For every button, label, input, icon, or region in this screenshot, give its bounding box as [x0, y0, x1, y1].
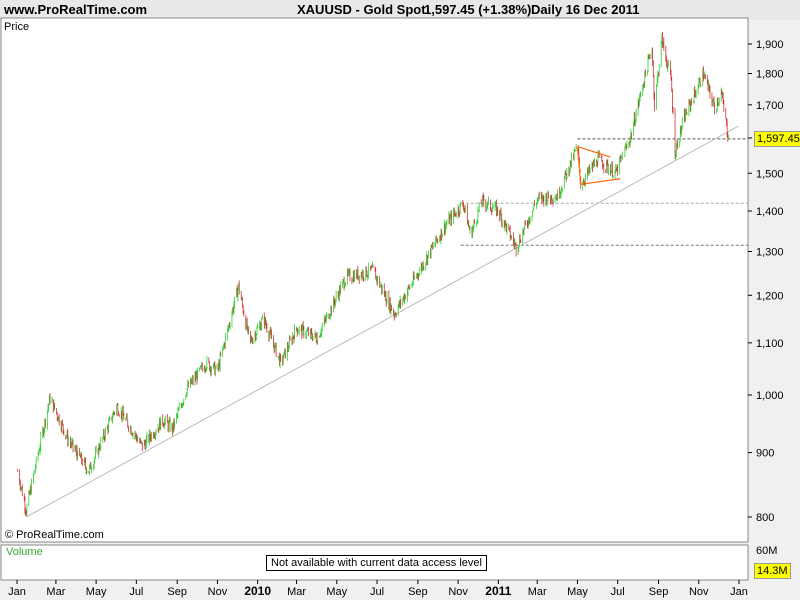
- volume-value-tag: 14.3M: [754, 563, 791, 579]
- y-tick-label: 1,500: [756, 168, 784, 180]
- y-tick-label: 900: [756, 448, 774, 460]
- x-tick-label: Nov: [689, 586, 709, 598]
- triangle-lower: [580, 178, 621, 185]
- y-tick-label: 1,200: [756, 290, 784, 302]
- x-tick-label: Mar: [528, 586, 547, 598]
- price-panel: [0, 17, 749, 543]
- volume-title: Volume: [6, 546, 43, 558]
- y-tick-label: 1,300: [756, 247, 784, 259]
- x-tick-label: Sep: [649, 586, 669, 598]
- y-tick-label: 800: [756, 512, 774, 524]
- x-tick-label: Jan: [8, 586, 26, 598]
- y-tick-label: 1,100: [756, 338, 784, 350]
- last-price-tag: 1,597.45: [754, 131, 800, 147]
- last-quote: 1,597.45 (+1.38%): [424, 2, 532, 17]
- chart-period: Daily 16 Dec 2011: [531, 2, 640, 17]
- y-tick-label: 1,000: [756, 390, 784, 402]
- x-tick-label: Mar: [287, 586, 306, 598]
- x-tick-label: Nov: [208, 586, 228, 598]
- watermark: © ProRealTime.com: [5, 529, 104, 541]
- x-tick-label: 2011: [485, 584, 511, 598]
- triangle-upper: [577, 146, 611, 158]
- x-tick-label: Jul: [611, 586, 625, 598]
- x-tick-label: Jan: [730, 586, 748, 598]
- x-tick-label: 2010: [244, 584, 271, 598]
- x-tick-label: Jul: [370, 586, 384, 598]
- price-axis-title: Price: [4, 21, 29, 33]
- y-tick-label: 1,700: [756, 100, 784, 112]
- trend-line: [25, 125, 739, 518]
- x-tick-label: May: [326, 586, 347, 598]
- chart-header: www.ProRealTime.com XAUUSD - Gold Spot 1…: [0, 0, 800, 20]
- x-tick-label: May: [567, 586, 588, 598]
- volume-tick-label: 60M: [756, 545, 777, 557]
- x-tick-label: Sep: [408, 586, 428, 598]
- y-tick-label: 1,400: [756, 206, 784, 218]
- site-title[interactable]: www.ProRealTime.com: [4, 2, 148, 17]
- x-tick-label: Nov: [448, 586, 468, 598]
- x-tick-label: Jul: [129, 586, 143, 598]
- y-tick-label: 1,900: [756, 39, 784, 51]
- instrument-name: XAUUSD - Gold Spot: [297, 2, 426, 17]
- x-tick-label: Mar: [46, 586, 65, 598]
- x-tick-label: May: [86, 586, 107, 598]
- x-tick-label: Sep: [167, 586, 187, 598]
- triangle-side: [576, 146, 582, 185]
- volume-unavailable-notice: Not available with current data access l…: [266, 555, 487, 571]
- y-tick-label: 1,800: [756, 69, 784, 81]
